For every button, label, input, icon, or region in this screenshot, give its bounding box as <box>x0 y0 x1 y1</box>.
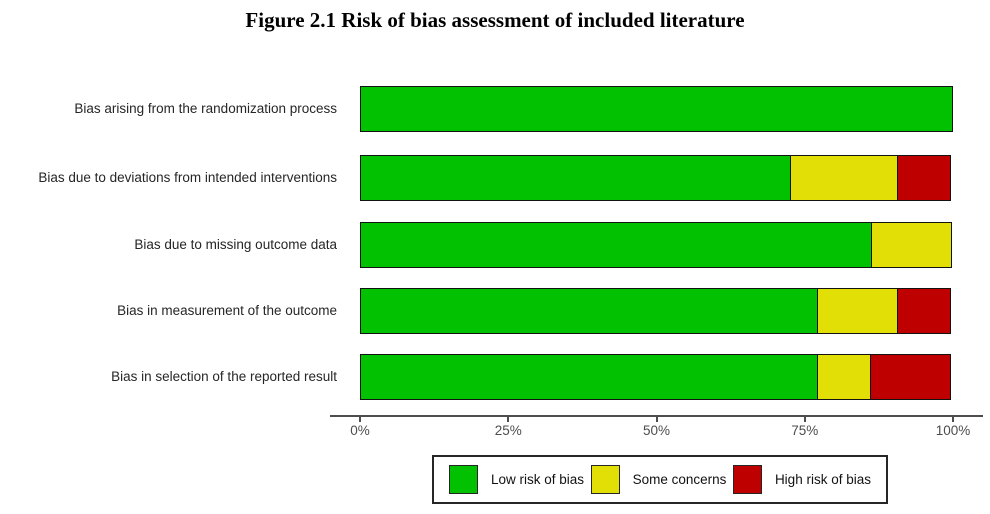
bar-segment-low-risk-of-bias <box>360 354 819 400</box>
x-tick-label: 25% <box>494 423 522 438</box>
legend-swatch-some-concerns <box>590 465 620 494</box>
bar-segment-some-concerns <box>817 288 899 334</box>
bar-track <box>360 288 953 334</box>
category-label-bias-in-selection-of-the-reported-result: Bias in selection of the reported result <box>111 369 337 384</box>
x-tick-label: 50% <box>642 423 671 438</box>
legend-item-low-risk-of-bias: Low risk of bias <box>449 465 584 494</box>
legend-item-some-concerns: Some concerns <box>590 465 727 494</box>
x-tick-mark <box>952 417 954 422</box>
x-tick-mark <box>803 417 806 422</box>
x-tick-label: 100% <box>935 423 971 438</box>
x-tick-mark <box>507 417 510 422</box>
legend-item-high-risk-of-bias: High risk of bias <box>732 465 871 494</box>
bar-segment-high-risk-of-bias <box>870 354 951 400</box>
category-label-bias-due-to-missing-outcome-data: Bias due to missing outcome data <box>134 237 337 252</box>
bar-track <box>360 155 953 201</box>
bar-segment-low-risk-of-bias <box>360 222 873 268</box>
legend-swatch-high-risk-of-bias <box>732 465 762 494</box>
bar-track <box>360 222 953 268</box>
bar-segment-low-risk-of-bias <box>360 86 953 132</box>
bar-segment-some-concerns <box>817 354 872 400</box>
legend: Low risk of bias Some concerns High risk o… <box>432 455 888 504</box>
x-tick-mark <box>655 417 658 422</box>
bar-segment-some-concerns <box>790 155 899 201</box>
bar-track <box>360 86 953 132</box>
legend-label-low-risk-of-bias: Low risk of bias <box>491 472 585 487</box>
category-label-bias-due-to-deviations-from-intended-interventions: Bias due to deviations from intended int… <box>38 170 337 185</box>
figure-title: Figure 2.1 Risk of bias assessment of in… <box>245 8 745 32</box>
legend-swatch-low-risk-of-bias <box>449 465 478 494</box>
bar-segment-low-risk-of-bias <box>360 155 792 201</box>
category-label-bias-arising-from-the-randomization-process: Bias arising from the randomization proc… <box>74 101 337 116</box>
bar-track <box>360 354 953 400</box>
x-tick-mark <box>359 417 361 422</box>
legend-label-high-risk-of-bias: High risk of bias <box>774 472 871 487</box>
x-tick-label: 75% <box>791 423 819 438</box>
category-label-bias-in-measurement-of-the-outcome: Bias in measurement of the outcome <box>117 303 337 318</box>
bar-segment-high-risk-of-bias <box>897 155 951 201</box>
legend-label-some-concerns: Some concerns <box>632 472 727 487</box>
bar-segment-some-concerns <box>871 222 952 268</box>
bar-segment-low-risk-of-bias <box>360 288 819 334</box>
x-tick-label: 0% <box>350 423 370 438</box>
x-axis-line <box>330 415 983 417</box>
bar-segment-high-risk-of-bias <box>897 288 951 334</box>
